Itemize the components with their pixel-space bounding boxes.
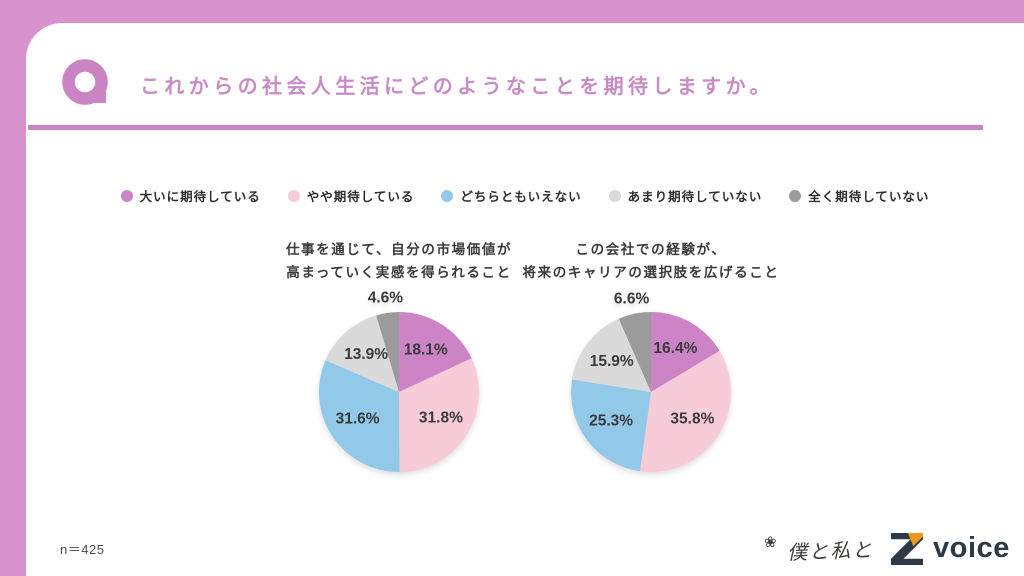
legend-label: やや期待している <box>306 190 415 204</box>
pie-value-label: 31.8% <box>419 410 463 427</box>
chart-title-line: 将来のキャリアの選択肢を広げること <box>522 264 780 280</box>
charts-row: 仕事を通じて、自分の市場価値が 高まっていく実感を得られること 18.1% 31.… <box>26 239 1024 487</box>
legend-label: どちらともいえない <box>460 190 582 204</box>
title-divider <box>28 125 983 130</box>
pie-slice <box>399 311 472 392</box>
pie-value-label: 31.6% <box>336 410 380 427</box>
chart-title-line: 高まっていく実感を得られること <box>286 264 512 280</box>
pie-value-label: 4.6% <box>368 290 404 307</box>
chart-title-line: 仕事を通じて、自分の市場価値が <box>285 242 513 257</box>
pie-value-label: 6.6% <box>614 291 650 308</box>
legend-swatch-icon <box>608 189 621 202</box>
handwriting-wordmark: 僕と私と <box>786 536 874 564</box>
pie-slice <box>639 350 732 472</box>
chart-title-line: この会社での経験が、 <box>575 242 727 257</box>
legend-label: 大いに期待している <box>139 190 261 204</box>
flower-doodle-icon: ❀ <box>763 534 777 551</box>
pie-value-label: 15.9% <box>590 353 634 370</box>
pie-slice <box>571 318 651 392</box>
chart-title-left: 仕事を通じて、自分の市場価値が 高まっていく実感を得られること <box>286 239 512 285</box>
pie-chart-left: 18.1% 31.8% 31.6% 13.9% 4.6% <box>319 290 480 472</box>
legend-item: 大いに期待している <box>120 186 261 205</box>
legend-swatch-icon <box>287 189 300 202</box>
pie-value-label: 16.4% <box>653 340 697 357</box>
legend-label: 全く期待していない <box>808 190 930 204</box>
legend: 大いに期待している やや期待している どちらともいえない あまり期待していない 全く期待… <box>26 186 1024 205</box>
brand-logo: ❀ 僕と私と voice <box>764 532 1010 566</box>
pie-slice <box>651 311 720 392</box>
pie-slice <box>325 315 399 392</box>
question-badge-icon <box>62 59 108 105</box>
legend-item: 全く期待していない <box>789 186 929 205</box>
content-card: これからの社会人生活にどのようなことを期待しますか。 大いに期待している やや期待… <box>26 23 1024 576</box>
pie-slice <box>376 311 399 392</box>
pie-slice <box>570 379 651 472</box>
legend-item: あまり期待していない <box>608 186 763 205</box>
pie-slice <box>319 360 400 472</box>
pie-slice <box>399 358 480 472</box>
pie-value-label: 35.8% <box>670 410 714 427</box>
sample-size: n＝425 <box>60 542 105 557</box>
chart-title-right: この会社での経験が、 将来のキャリアの選択肢を広げること <box>522 239 779 285</box>
footer: n＝425 ❀ 僕と私と voice <box>60 516 1010 566</box>
legend-swatch-icon <box>441 189 454 202</box>
legend-item: やや期待している <box>287 186 415 205</box>
chart-block-left: 仕事を通じて、自分の市場価値が 高まっていく実感を得られること 18.1% 31.… <box>273 239 525 487</box>
pie-value-label: 25.3% <box>589 412 633 429</box>
pie-value-label: 18.1% <box>404 341 448 358</box>
legend-item: どちらともいえない <box>441 186 581 205</box>
question-title: これからの社会人生活にどのようなことを期待しますか。 <box>140 75 774 98</box>
legend-swatch-icon <box>789 189 802 202</box>
pie-slice <box>618 311 651 392</box>
pie-chart-right: 16.4% 35.8% 25.3% 15.9% 6.6% <box>570 291 732 472</box>
legend-swatch-icon <box>120 189 133 202</box>
z-mark-icon <box>890 533 923 565</box>
header: これからの社会人生活にどのようなことを期待しますか。 <box>26 23 1024 115</box>
brand-name: voice <box>932 531 1010 564</box>
pie-value-label: 13.9% <box>344 346 388 363</box>
legend-label: あまり期待していない <box>627 190 763 204</box>
chart-block-right: この会社での経験が、 将来のキャリアの選択肢を広げること 16.4% 35.8% 2… <box>522 239 779 487</box>
